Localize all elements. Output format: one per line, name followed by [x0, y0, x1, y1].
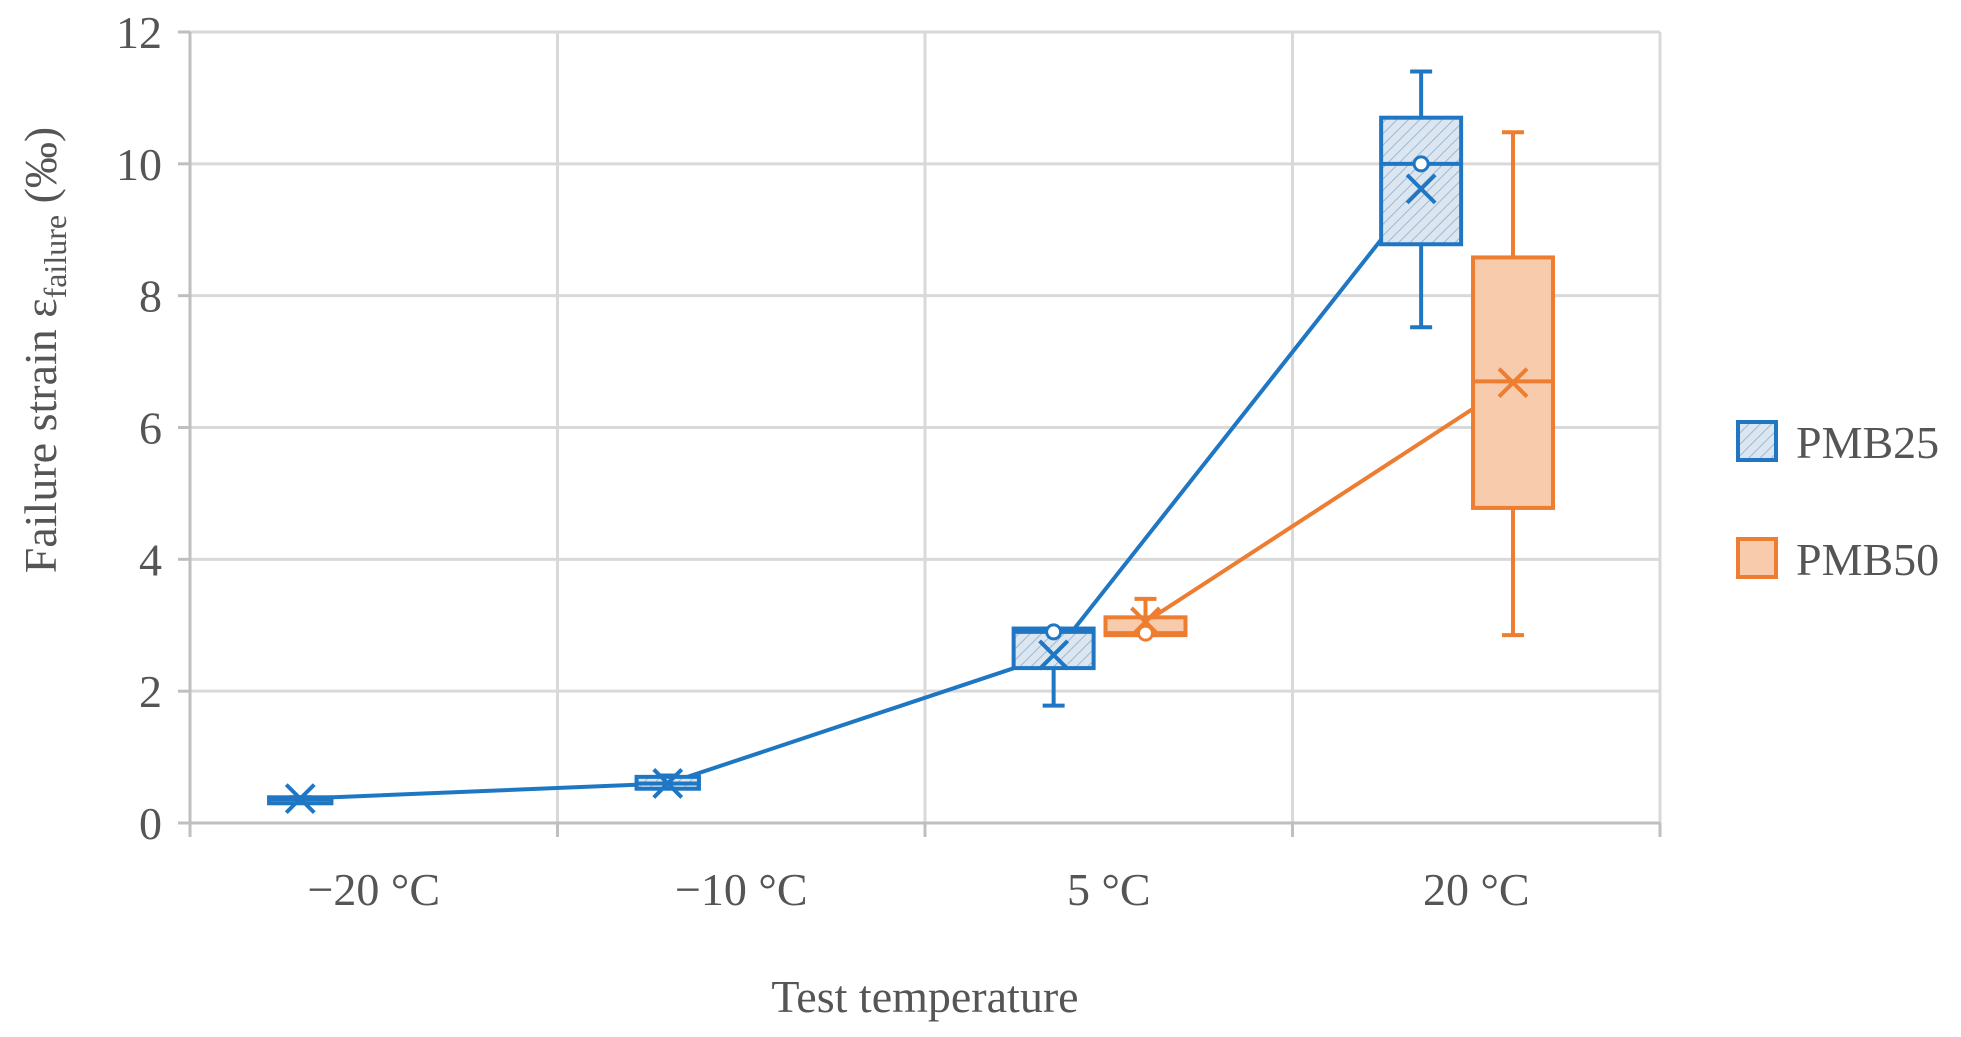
y-tick-label: 0 [139, 798, 162, 849]
mean-marker-stroke [1130, 606, 1161, 638]
legend-swatch [1736, 537, 1778, 579]
box-pmb25 [1379, 69, 1464, 330]
legend-label: PMB50 [1796, 534, 1939, 585]
mean-marker [1497, 367, 1529, 399]
box-body [1379, 115, 1464, 247]
gridlines [190, 30, 1662, 823]
mean-marker [652, 768, 684, 799]
x-tick-label: −10 °C [675, 864, 808, 915]
y-axis-title: Failure strain εfailure (‰) [15, 127, 73, 573]
x-axis-title: Test temperature [771, 971, 1078, 1022]
x-tick-label: −20 °C [307, 864, 440, 915]
outlier-point [1137, 624, 1154, 642]
legend-item-pmb50: PMB50 [1736, 534, 1939, 585]
y-tick-label: 8 [139, 271, 162, 322]
box-pmb50 [1471, 130, 1555, 638]
legend-label: PMB25 [1796, 417, 1939, 468]
y-tick-labels: 0 2 4 6 8 10 12 [116, 7, 162, 849]
y-tick-label: 6 [139, 403, 162, 454]
box-pmb50 [1103, 596, 1188, 642]
mean-marker-stroke [1497, 367, 1529, 399]
legend-swatch [1736, 420, 1778, 462]
mean-marker-stroke [1405, 173, 1437, 205]
mean-lines [300, 187, 1515, 801]
box-pmb25 [267, 783, 334, 815]
boxes [267, 69, 1555, 815]
mean-marker-stroke [284, 783, 316, 815]
y-axis-title-main: Failure strain ε [15, 298, 66, 573]
mean-marker [1038, 639, 1070, 671]
legend: PMB25 PMB50 [1736, 417, 1939, 585]
mean-marker-stroke [652, 768, 684, 799]
outlier-point [1412, 155, 1430, 173]
y-tick-label: 4 [139, 534, 162, 585]
y-tick-label: 12 [116, 7, 162, 58]
mean-line-pmb50 [1144, 381, 1515, 624]
legend-item-pmb25: PMB25 [1736, 417, 1939, 468]
mean-marker [284, 783, 316, 815]
x-tick-labels: −20 °C −10 °C 5 °C 20 °C [307, 864, 1529, 915]
y-axis-title-subscript: failure [37, 215, 73, 299]
box-pmb25 [1011, 623, 1096, 708]
y-tick-label: 2 [139, 666, 162, 717]
mean-marker [1130, 606, 1161, 638]
mean-line-pmb25 [300, 187, 1423, 801]
axes [178, 30, 1662, 837]
box-pmb25 [634, 768, 701, 799]
x-tick-label: 20 °C [1423, 864, 1530, 915]
y-axis-title-unit: (‰) [15, 127, 66, 215]
mean-marker [1405, 173, 1437, 205]
x-tick-label: 5 °C [1067, 864, 1151, 915]
mean-marker-stroke [1038, 639, 1070, 671]
outlier-point [1045, 623, 1063, 641]
y-tick-label: 10 [116, 139, 162, 190]
